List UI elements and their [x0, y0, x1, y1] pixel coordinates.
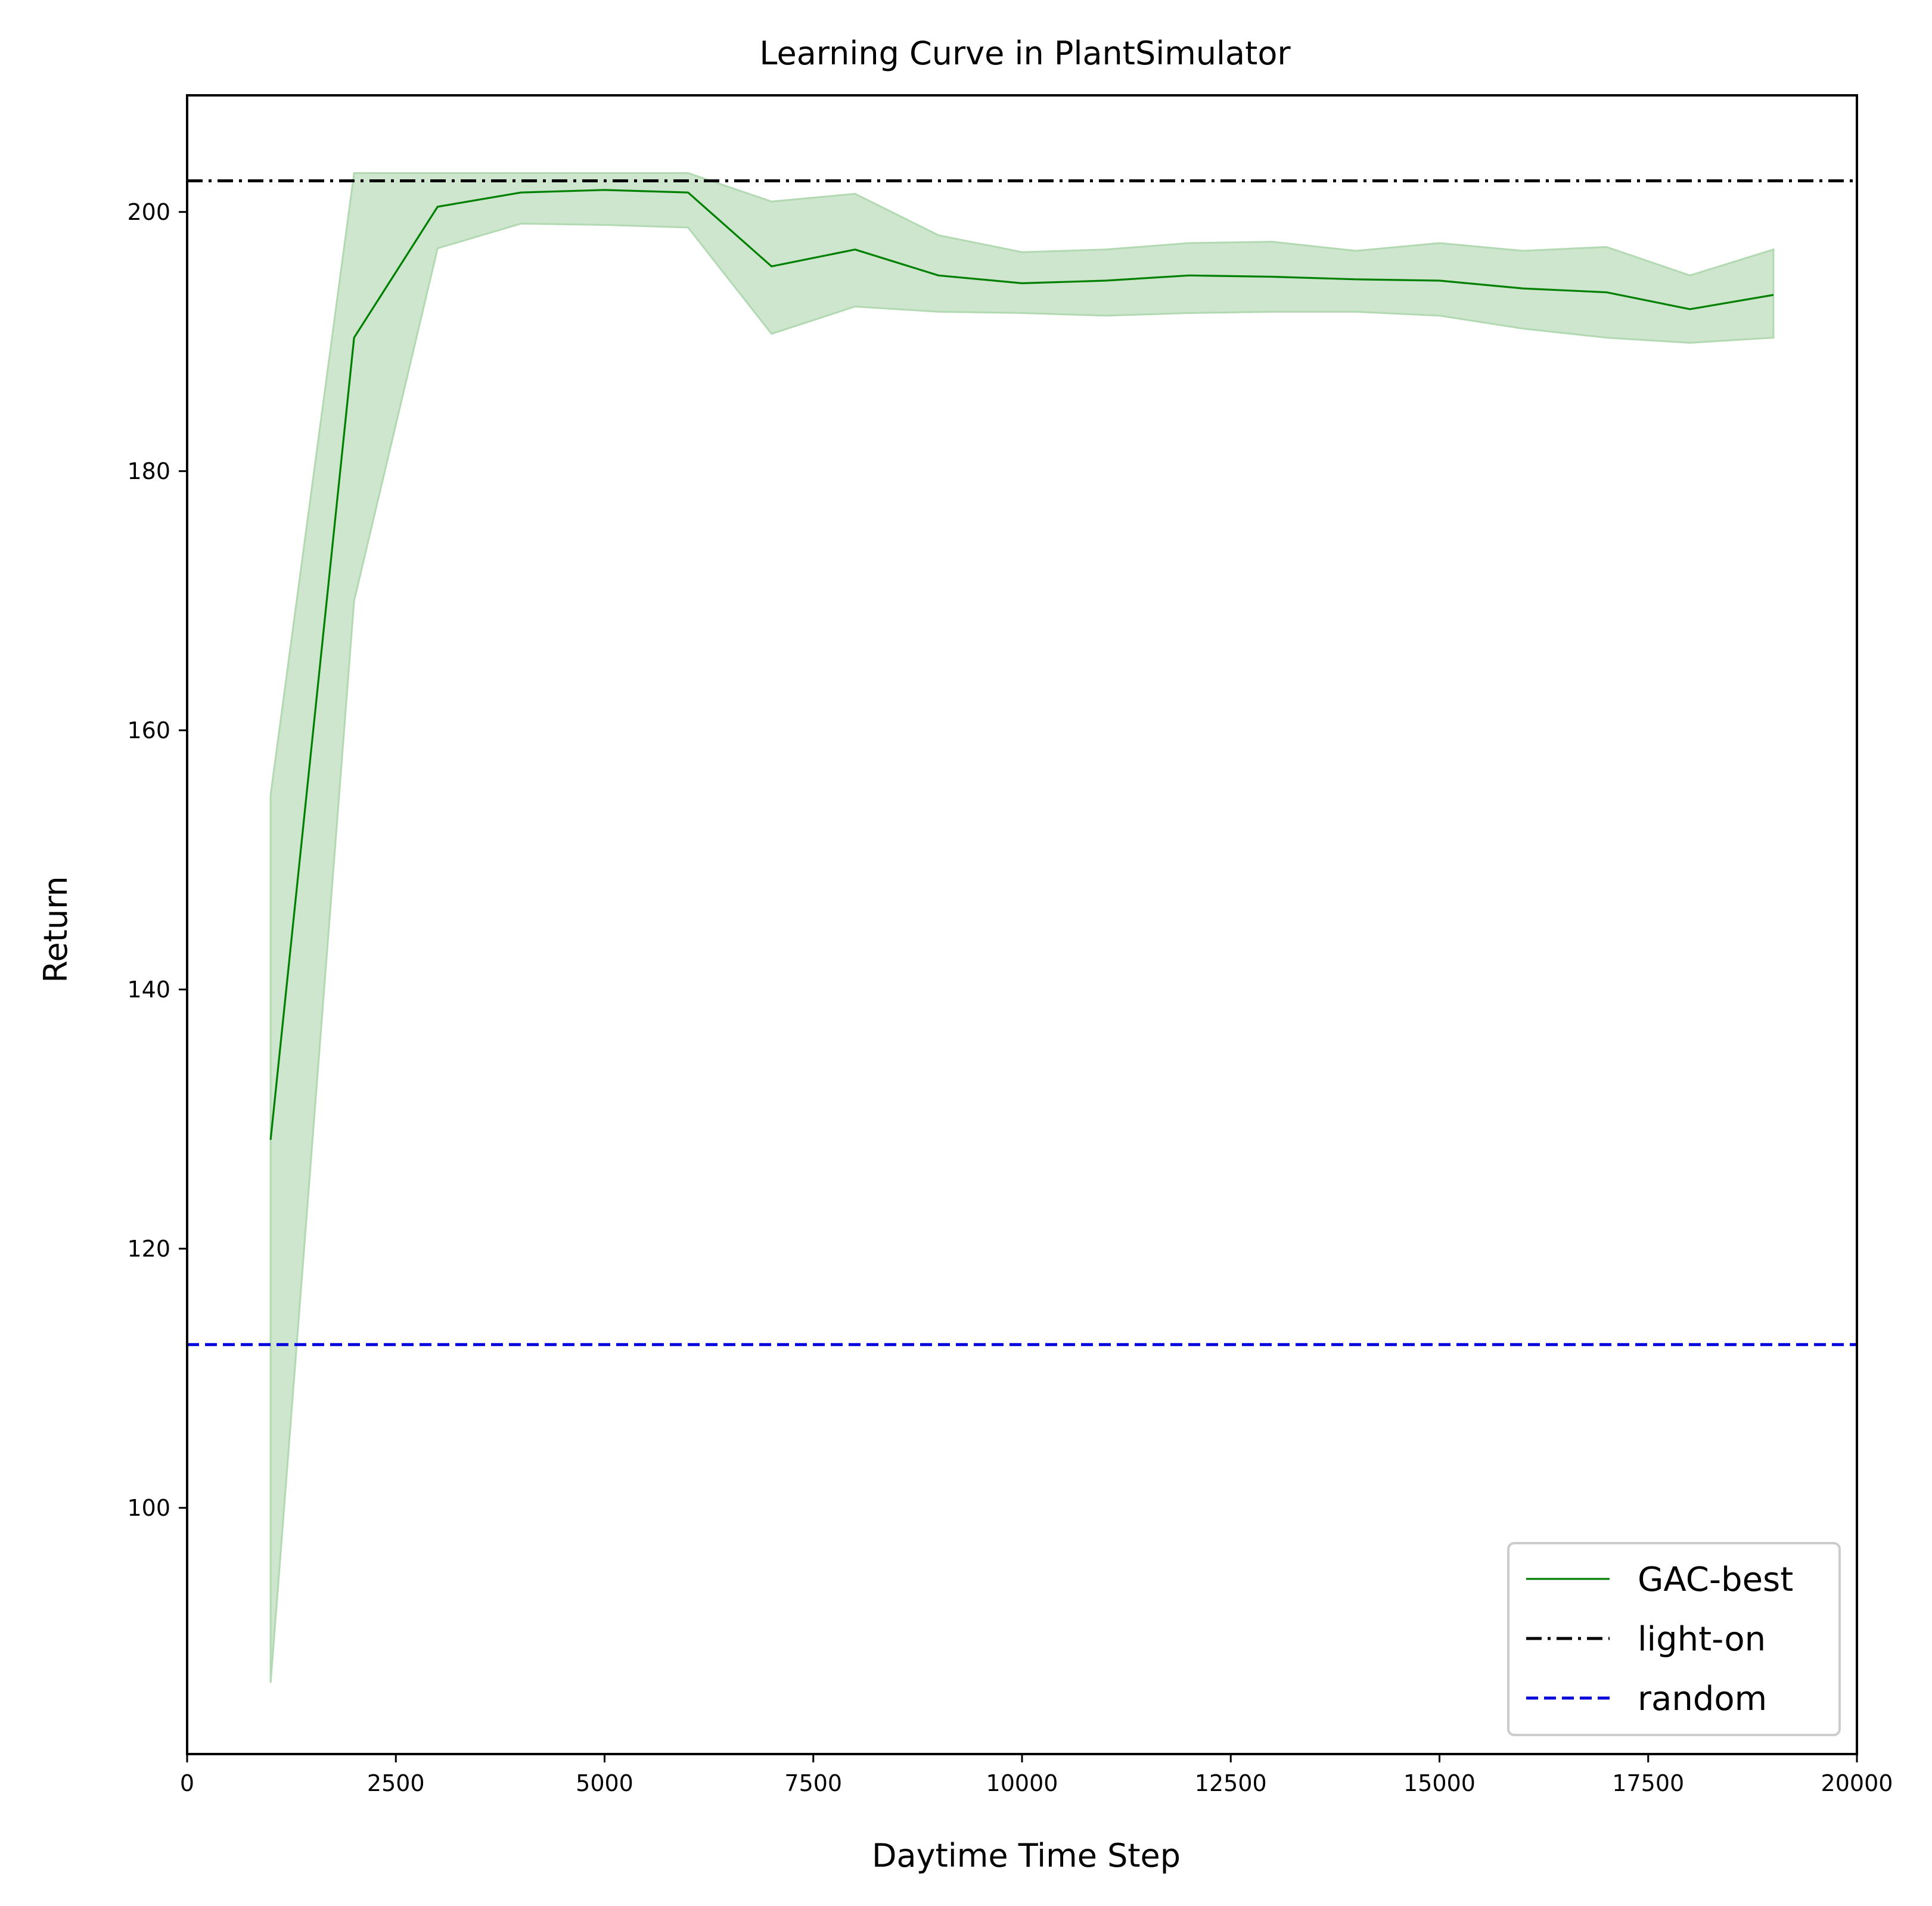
x-tick-label: 0: [180, 1770, 194, 1796]
chart-title: Learning Curve in PlantSimulator: [759, 35, 1291, 72]
y-tick-label: 120: [127, 1236, 170, 1262]
confidence-bands: [269, 172, 1775, 1683]
x-tick-label: 15000: [1403, 1770, 1476, 1796]
legend-label-1: light-on: [1638, 1620, 1766, 1659]
legend-label-0: GAC-best: [1638, 1560, 1793, 1599]
y-tick-label: 200: [127, 199, 170, 225]
y-tick-label: 180: [127, 458, 170, 484]
x-tick-label: 12500: [1195, 1770, 1267, 1796]
reference-lines: [187, 179, 1857, 1347]
series-band-0: [269, 172, 1775, 1683]
series-line-0: [269, 189, 1774, 1140]
series-lines: [269, 189, 1774, 1140]
x-axis-ticks: 0 2500 5000 7500 10000 12500 15000 17500 20000: [180, 1754, 1893, 1796]
x-tick-label: 2500: [367, 1770, 425, 1796]
x-tick-label: 17500: [1612, 1770, 1684, 1796]
y-tick-label: 160: [127, 717, 170, 744]
plot-area: [187, 172, 1857, 1683]
legend: GAC-best light-on random: [1507, 1542, 1841, 1736]
y-axis-ticks: 100 120 140 160 180 200: [127, 199, 187, 1521]
x-tick-label: 7500: [784, 1770, 842, 1796]
y-tick-label: 140: [127, 977, 170, 1003]
x-axis-label: Daytime Time Step: [872, 1837, 1181, 1874]
legend-box: [1507, 1542, 1841, 1736]
x-tick-label: 5000: [576, 1770, 633, 1796]
y-tick-label: 100: [127, 1495, 170, 1521]
legend-label-2: random: [1638, 1680, 1767, 1718]
x-tick-label: 10000: [986, 1770, 1058, 1796]
y-axis-label: Return: [37, 876, 74, 982]
x-tick-label: 20000: [1821, 1770, 1893, 1796]
